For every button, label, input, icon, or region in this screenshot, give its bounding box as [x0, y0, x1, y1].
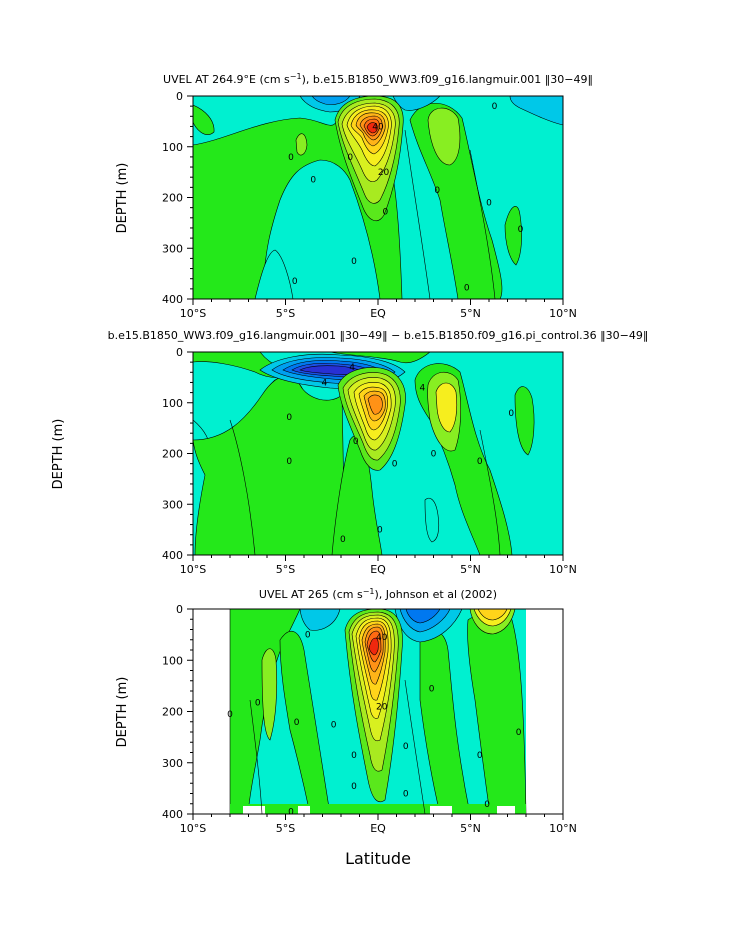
contour-label: 0	[340, 535, 346, 545]
contour-label: 4	[420, 384, 426, 394]
contour-label: 0	[477, 751, 483, 761]
contour-label: 0	[288, 807, 294, 817]
contour-label: 0	[377, 526, 383, 536]
x-axis-label: Latitude	[345, 849, 411, 868]
x-tick-label: 5°S	[276, 307, 295, 320]
panel-1-contour-labels: 40 20 0 0 0 0 0 0 0 0 0 0 0	[288, 102, 523, 293]
x-tick-label: 5°S	[276, 563, 295, 576]
contour-label: 0	[486, 199, 492, 209]
x-tick-label: 10°N	[549, 307, 577, 320]
contour-label: 0	[294, 718, 300, 728]
contour-label: 0	[351, 782, 357, 792]
contour-label: 40	[376, 633, 388, 643]
panel-3: UVEL AT 265 (cm s−1), Johnson et al (200…	[115, 587, 577, 835]
y-tick-label: 100	[162, 141, 183, 154]
contour-label: 40	[372, 122, 384, 132]
x-tick-label: 10°S	[180, 822, 206, 835]
contour-label: 0	[351, 257, 357, 267]
panel-2-title: b.e15.B1850_WW3.f09_g16.langmuir.001 ‖30…	[108, 329, 649, 342]
contour-label: 0	[431, 450, 437, 460]
contour-label: 0	[518, 225, 524, 235]
y-tick-label: 300	[162, 498, 183, 511]
contour-label: 0	[434, 186, 440, 196]
contour-label: 20	[378, 168, 390, 178]
x-tick-label: 5°N	[460, 563, 481, 576]
contour-label: 0	[288, 153, 294, 163]
contour-label: 0	[351, 751, 357, 761]
y-tick-label: 200	[162, 448, 183, 461]
x-tick-label: 5°N	[460, 822, 481, 835]
contour-label: 0	[310, 176, 316, 186]
y-tick-label: 0	[176, 90, 183, 103]
contour-label: 0	[347, 153, 353, 163]
x-tick-label: EQ	[370, 822, 386, 835]
contour-label: 0	[492, 102, 498, 112]
panel-2-field	[193, 352, 563, 555]
contour-label: 0	[403, 742, 409, 752]
contour-label: 0	[227, 710, 233, 720]
y-tick-label: 100	[162, 397, 183, 410]
contour-label: 4	[321, 378, 327, 388]
y-tick-label: 400	[162, 293, 183, 306]
x-tick-label: 5°S	[276, 822, 295, 835]
x-tick-label: EQ	[370, 563, 386, 576]
contour-label: 0	[305, 631, 311, 641]
y-tick-label: 200	[162, 192, 183, 205]
x-tick-label: 10°S	[180, 307, 206, 320]
panel-1-ylabel: DEPTH (m)	[115, 163, 130, 234]
x-tick-label: 10°S	[180, 563, 206, 576]
y-tick-label: 100	[162, 654, 183, 667]
contour-label: 0	[429, 684, 435, 694]
panel-3-field	[193, 609, 563, 814]
contour-label: 0	[255, 698, 261, 708]
panel-1: UVEL AT 264.9°E (cm s−1), b.e15.B1850_WW…	[115, 72, 593, 320]
y-tick-label: 400	[162, 808, 183, 821]
contour-label: 0	[292, 277, 298, 287]
y-tick-label: 300	[162, 242, 183, 255]
panel-3-title: UVEL AT 265 (cm s−1), Johnson et al (200…	[259, 587, 497, 601]
contour-label: 4	[349, 363, 355, 373]
contour-label: 0	[477, 457, 483, 467]
y-tick-label: 0	[176, 346, 183, 359]
contour-label: 0	[286, 413, 292, 423]
x-tick-label: 5°N	[460, 307, 481, 320]
contour-label: 0	[464, 283, 470, 293]
x-tick-label: 10°N	[549, 822, 577, 835]
contour-label: 0	[286, 457, 292, 467]
x-tick-label: EQ	[370, 307, 386, 320]
x-tick-label: 10°N	[549, 563, 577, 576]
contour-label: 0	[403, 790, 409, 800]
contour-label: 0	[383, 208, 389, 218]
panel-1-title: UVEL AT 264.9°E (cm s−1), b.e15.B1850_WW…	[163, 72, 593, 86]
y-tick-label: 400	[162, 549, 183, 562]
panel-3-contour-labels: 40 20 0 0 0 0 0 0 0 0 0 0 0 0 0 0	[227, 631, 522, 818]
contour-label: 0	[392, 460, 398, 470]
contour-label: 20	[376, 702, 388, 712]
panel-1-field	[193, 96, 563, 299]
contour-label: 0	[353, 437, 359, 447]
contour-label: 0	[508, 409, 514, 419]
y-tick-label: 300	[162, 757, 183, 770]
panel-2-ylabel: DEPTH (m)	[51, 419, 66, 490]
contour-label: 0	[331, 720, 337, 730]
panel-2: b.e15.B1850_WW3.f09_g16.langmuir.001 ‖30…	[51, 329, 648, 576]
panel-2-contour-labels: 4 4 4 0 0 0 0 0 0 0 0 0	[286, 363, 514, 545]
y-tick-label: 200	[162, 706, 183, 719]
y-tick-label: 0	[176, 603, 183, 616]
contour-label: 0	[516, 728, 522, 738]
contour-label: 0	[484, 800, 490, 810]
panel-3-ylabel: DEPTH (m)	[115, 677, 130, 748]
